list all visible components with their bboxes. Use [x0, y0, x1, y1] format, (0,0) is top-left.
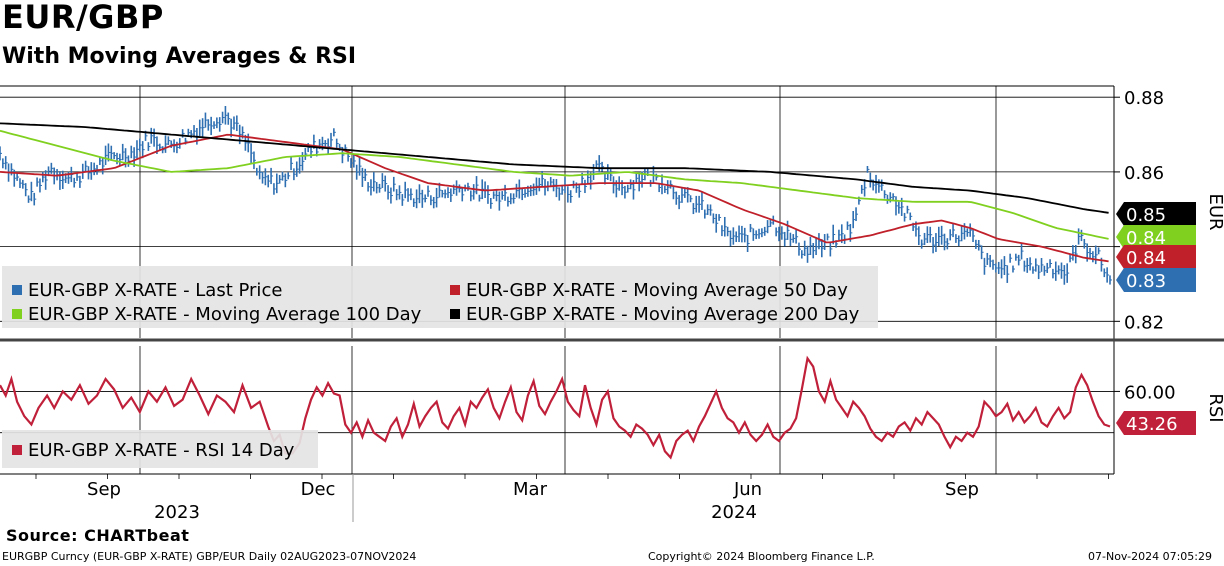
- price-ytick-label-0: 0.88: [1124, 88, 1164, 109]
- tag-ma100-bg: [1116, 225, 1196, 249]
- rsi-ytick-label-0: 60.00: [1124, 382, 1176, 403]
- legend-label-last-price: EUR-GBP X-RATE - Last Price: [28, 280, 283, 301]
- chart-subtitle: With Moving Averages & RSI: [2, 44, 357, 69]
- tag-last-price-bg: [1116, 268, 1196, 292]
- tag-ma50: 0.84: [1116, 245, 1196, 269]
- legend-label-rsi: EUR-GBP X-RATE - RSI 14 Day: [28, 440, 295, 461]
- x-tick-label-4: Sep: [945, 479, 979, 500]
- timestamp: 07-Nov-2024 07:05:29: [1088, 550, 1213, 563]
- year-label-2024: 2024: [711, 502, 757, 523]
- tag-rsi: 43.26: [1116, 411, 1196, 435]
- legend-last-price: EUR-GBP X-RATE - Last Price: [12, 280, 282, 301]
- chart-title: EUR/GBP: [2, 0, 164, 36]
- ma50-line: [0, 133, 1109, 263]
- price-axis-title: EUR: [1205, 193, 1224, 230]
- tag-last-price: 0.83: [1116, 268, 1196, 292]
- legend-label-ma50: EUR-GBP X-RATE - Moving Average 50 Day: [466, 280, 848, 301]
- legend-rsi: EUR-GBP X-RATE - RSI 14 Day: [12, 440, 294, 461]
- source-label: Source: CHARTbeat: [6, 526, 190, 545]
- x-tick-label-1: Dec: [301, 479, 336, 500]
- price-ytick-label-3: 0.82: [1124, 312, 1164, 333]
- rsi-legend: [2, 430, 318, 468]
- legend-swatch-ma200: [450, 309, 460, 319]
- copyright: Copyright© 2024 Bloomberg Finance L.P.: [648, 550, 875, 563]
- ma200-line: [0, 122, 1109, 214]
- ma100-line: [0, 129, 1109, 240]
- legend-swatch-last-price: [12, 285, 22, 295]
- legend-ma50: EUR-GBP X-RATE - Moving Average 50 Day: [450, 280, 848, 301]
- ticker-info: EURGBP Curncy (EUR-GBP X-RATE) GBP/EUR D…: [2, 550, 417, 563]
- price-legend: [2, 266, 878, 328]
- tag-rsi-text: 43.26: [1126, 414, 1178, 435]
- legend-label-ma100: EUR-GBP X-RATE - Moving Average 100 Day: [28, 304, 422, 325]
- tag-ma100-text: 0.84: [1126, 228, 1166, 249]
- tag-ma200: 0.85: [1116, 202, 1196, 226]
- price-ytick-label-1: 0.86: [1124, 163, 1164, 184]
- tag-rsi-bg: [1116, 411, 1196, 435]
- rsi-axis-title: RSI: [1205, 393, 1224, 422]
- tag-ma200-bg: [1116, 202, 1196, 226]
- rsi-line: [0, 355, 1111, 460]
- year-label-2023: 2023: [154, 502, 200, 523]
- x-tick-label-0: Sep: [87, 479, 121, 500]
- tag-ma200-text: 0.85: [1126, 205, 1166, 226]
- legend-swatch-ma50: [450, 285, 460, 295]
- legend-swatch-rsi: [12, 445, 22, 455]
- tag-last-price-text: 0.83: [1126, 271, 1166, 292]
- legend-ma100: EUR-GBP X-RATE - Moving Average 100 Day: [12, 304, 421, 325]
- tag-ma50-text: 0.84: [1126, 248, 1166, 269]
- last-price-series: [0, 106, 1112, 285]
- x-tick-label-2: Mar: [513, 479, 548, 500]
- x-tick-label-3: Jun: [733, 479, 762, 500]
- tag-ma100: 0.84: [1116, 225, 1196, 249]
- legend-label-ma200: EUR-GBP X-RATE - Moving Average 200 Day: [466, 304, 860, 325]
- tag-ma50-bg: [1116, 245, 1196, 269]
- legend-ma200: EUR-GBP X-RATE - Moving Average 200 Day: [450, 304, 859, 325]
- legend-swatch-ma100: [12, 309, 22, 319]
